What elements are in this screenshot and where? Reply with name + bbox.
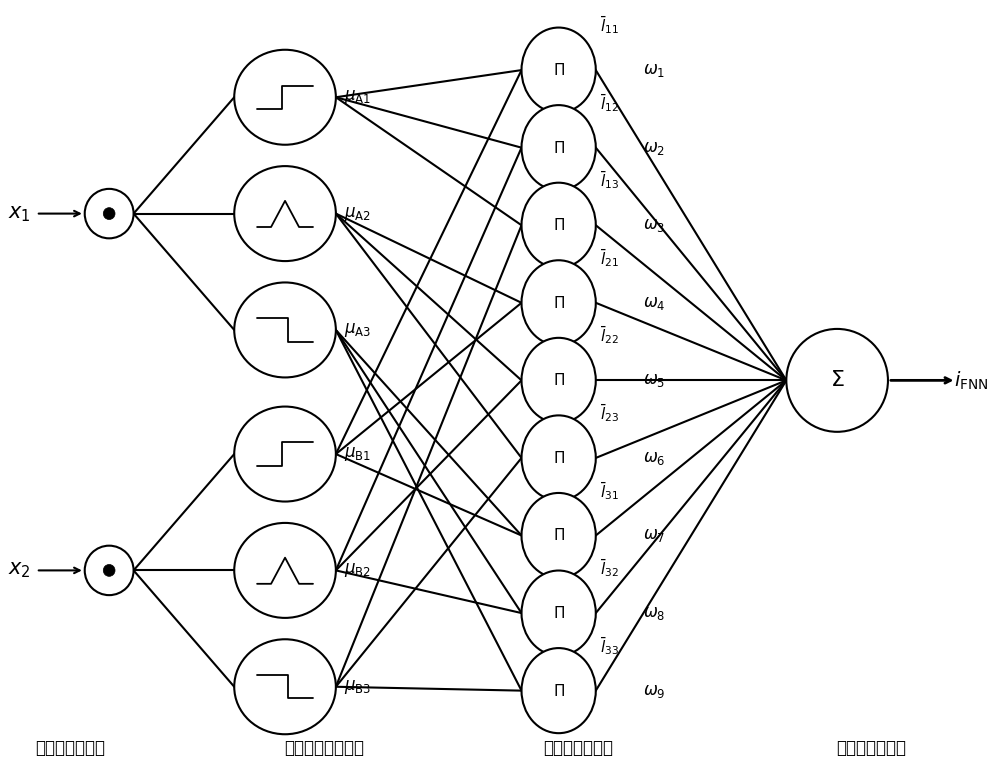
Text: $\omega_7$: $\omega_7$ bbox=[643, 527, 665, 545]
Ellipse shape bbox=[522, 183, 596, 268]
Text: $\bar{l}_{23}$: $\bar{l}_{23}$ bbox=[600, 402, 619, 424]
Text: $\bar{l}_{32}$: $\bar{l}_{32}$ bbox=[600, 557, 619, 579]
Text: $\bar{l}_{21}$: $\bar{l}_{21}$ bbox=[600, 247, 619, 269]
Text: $\mu_{\mathrm{B3}}$: $\mu_{\mathrm{B3}}$ bbox=[344, 677, 371, 695]
Text: $\omega_2$: $\omega_2$ bbox=[643, 139, 665, 157]
Text: 第二层：隶属度层: 第二层：隶属度层 bbox=[284, 739, 364, 757]
Text: $\omega_9$: $\omega_9$ bbox=[643, 681, 665, 699]
Ellipse shape bbox=[522, 260, 596, 345]
Ellipse shape bbox=[522, 493, 596, 578]
Text: $\mu_{\mathrm{B2}}$: $\mu_{\mathrm{B2}}$ bbox=[344, 561, 371, 579]
Ellipse shape bbox=[522, 27, 596, 113]
Text: $\Pi$: $\Pi$ bbox=[553, 62, 565, 78]
Text: $\Pi$: $\Pi$ bbox=[553, 217, 565, 233]
Ellipse shape bbox=[522, 571, 596, 655]
Text: $\omega_6$: $\omega_6$ bbox=[643, 449, 665, 467]
Text: $x_2$: $x_2$ bbox=[8, 561, 31, 580]
Text: $\omega_5$: $\omega_5$ bbox=[643, 372, 665, 390]
Text: $\bar{l}_{11}$: $\bar{l}_{11}$ bbox=[600, 14, 619, 36]
Ellipse shape bbox=[234, 407, 336, 502]
Ellipse shape bbox=[103, 208, 115, 220]
Text: $\Pi$: $\Pi$ bbox=[553, 528, 565, 543]
Text: 第一层：输入层: 第一层：输入层 bbox=[35, 739, 105, 757]
Ellipse shape bbox=[234, 166, 336, 261]
Ellipse shape bbox=[522, 105, 596, 191]
Text: $\bar{l}_{22}$: $\bar{l}_{22}$ bbox=[600, 325, 619, 347]
Ellipse shape bbox=[234, 523, 336, 618]
Text: $\Pi$: $\Pi$ bbox=[553, 683, 565, 699]
Ellipse shape bbox=[786, 329, 888, 432]
Ellipse shape bbox=[85, 189, 134, 238]
Text: $\mu_{\mathrm{A3}}$: $\mu_{\mathrm{A3}}$ bbox=[344, 321, 371, 339]
Ellipse shape bbox=[234, 282, 336, 377]
Text: $\omega_4$: $\omega_4$ bbox=[643, 294, 665, 312]
Text: $i_{\mathrm{FNN}}$: $i_{\mathrm{FNN}}$ bbox=[954, 369, 989, 391]
Ellipse shape bbox=[234, 49, 336, 145]
Text: $\Pi$: $\Pi$ bbox=[553, 140, 565, 156]
Ellipse shape bbox=[85, 546, 134, 595]
Ellipse shape bbox=[522, 338, 596, 423]
Text: $\omega_3$: $\omega_3$ bbox=[643, 216, 665, 234]
Text: $\Pi$: $\Pi$ bbox=[553, 605, 565, 621]
Text: $\mu_{\mathrm{A2}}$: $\mu_{\mathrm{A2}}$ bbox=[344, 205, 371, 223]
Text: $\bar{l}_{13}$: $\bar{l}_{13}$ bbox=[600, 169, 619, 191]
Text: $\Pi$: $\Pi$ bbox=[553, 450, 565, 466]
Ellipse shape bbox=[234, 639, 336, 735]
Text: $\omega_8$: $\omega_8$ bbox=[643, 604, 665, 622]
Text: $\Pi$: $\Pi$ bbox=[553, 372, 565, 388]
Text: $\mu_{\mathrm{B1}}$: $\mu_{\mathrm{B1}}$ bbox=[344, 445, 371, 463]
Text: $\Pi$: $\Pi$ bbox=[553, 295, 565, 310]
Text: $x_1$: $x_1$ bbox=[8, 204, 31, 223]
Text: $\omega_1$: $\omega_1$ bbox=[643, 61, 665, 79]
Text: $\bar{l}_{31}$: $\bar{l}_{31}$ bbox=[600, 480, 619, 502]
Ellipse shape bbox=[522, 648, 596, 733]
Text: $\bar{l}_{12}$: $\bar{l}_{12}$ bbox=[600, 92, 619, 114]
Ellipse shape bbox=[103, 564, 115, 576]
Text: $\bar{l}_{33}$: $\bar{l}_{33}$ bbox=[600, 635, 619, 657]
Text: 第三层：规则层: 第三层：规则层 bbox=[543, 739, 613, 757]
Ellipse shape bbox=[522, 416, 596, 500]
Text: $\Sigma$: $\Sigma$ bbox=[830, 370, 844, 390]
Text: 第四层：输出层: 第四层：输出层 bbox=[836, 739, 906, 757]
Text: $\mu_{\mathrm{A1}}$: $\mu_{\mathrm{A1}}$ bbox=[344, 89, 371, 107]
